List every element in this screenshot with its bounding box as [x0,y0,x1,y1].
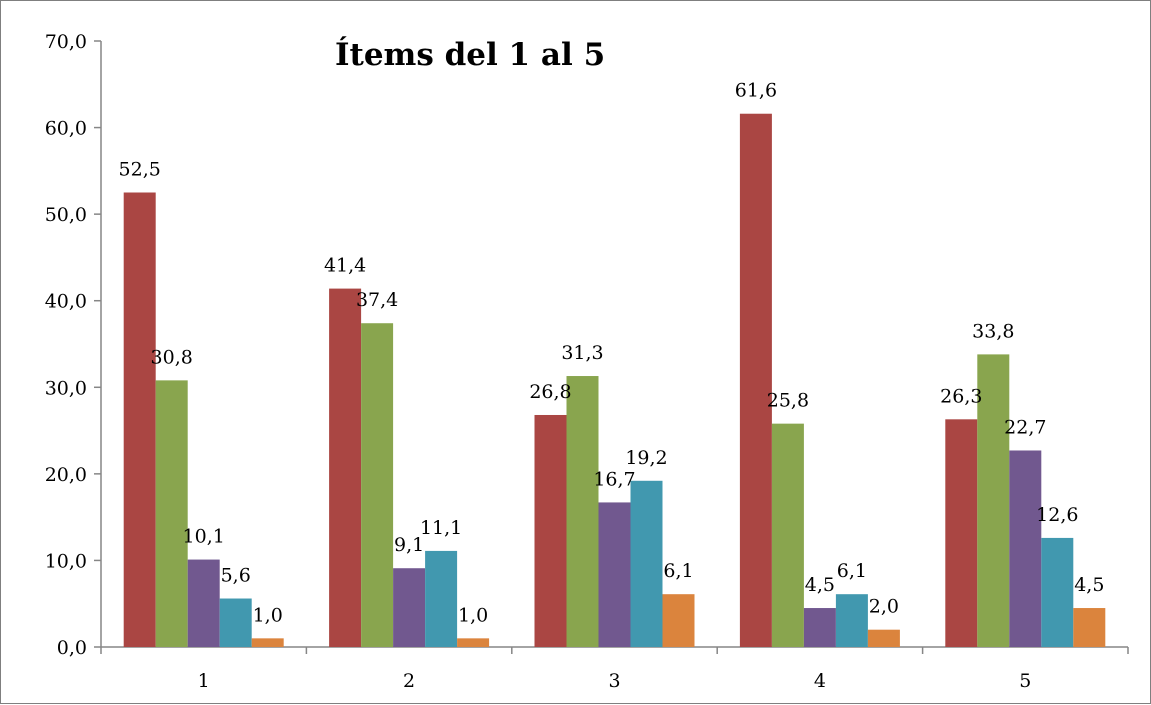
data-label: 6,1 [663,560,693,582]
x-tick-label: 4 [814,670,826,692]
y-tick-label: 0,0 [57,637,87,659]
data-label: 30,8 [151,346,193,368]
bar [803,608,836,647]
data-label: 5,6 [221,565,251,587]
bar [187,559,220,647]
y-tick-label: 20,0 [45,464,87,486]
bar [329,288,362,647]
x-tick-label: 1 [198,670,210,692]
bar [219,598,252,647]
bar [251,638,284,647]
bars [123,113,1106,648]
data-label: 26,3 [940,385,982,407]
data-label: 33,8 [972,320,1014,342]
x-tick-label: 5 [1019,670,1031,692]
y-tick-label: 30,0 [45,377,87,399]
data-label: 6,1 [837,560,867,582]
data-label: 1,0 [253,604,283,626]
data-label: 10,1 [183,526,225,548]
bar [977,354,1010,647]
bar [771,423,804,647]
bar [835,594,868,647]
bar [393,568,426,647]
bar [598,502,631,647]
bar [867,629,900,647]
bar [662,594,695,647]
bar [457,638,490,647]
y-tick-label: 50,0 [45,204,87,226]
bar [566,376,599,647]
data-label: 11,1 [420,517,462,539]
data-label: 4,5 [1074,574,1104,596]
data-label: 37,4 [356,289,398,311]
bar [534,414,567,647]
bar [1041,537,1074,647]
bar [739,113,772,648]
bar [630,480,663,647]
data-label: 12,6 [1036,504,1078,526]
bar [123,192,156,647]
data-label: 4,5 [805,574,835,596]
data-label: 41,4 [324,255,366,277]
data-label: 19,2 [625,447,667,469]
data-label: 1,0 [458,604,488,626]
bar [1009,450,1042,647]
y-tick-label: 10,0 [45,550,87,572]
bar [361,323,394,647]
data-label: 26,8 [529,381,571,403]
y-tick-label: 40,0 [45,291,87,313]
data-label: 22,7 [1004,416,1046,438]
data-label: 9,1 [394,534,424,556]
bar [155,380,188,647]
bar [425,550,458,647]
data-label: 31,3 [561,342,603,364]
data-label: 61,6 [735,80,777,102]
x-tick-label: 3 [608,670,620,692]
data-label: 25,8 [767,390,809,412]
chart-title: Ítems del 1 al 5 [335,35,605,73]
data-labels: 52,5 41,4 26,8 61,6 26,3 30,8 37,4 31,3 25,8 33,8… [119,80,1105,627]
y-tick-label: 60,0 [45,118,87,140]
data-label: 2,0 [869,596,899,618]
data-label: 16,7 [593,468,635,490]
bar [1073,608,1106,647]
bar [945,419,978,647]
data-label: 52,5 [119,159,161,181]
y-tick-label: 70,0 [45,31,87,53]
x-tick-label: 2 [403,670,415,692]
